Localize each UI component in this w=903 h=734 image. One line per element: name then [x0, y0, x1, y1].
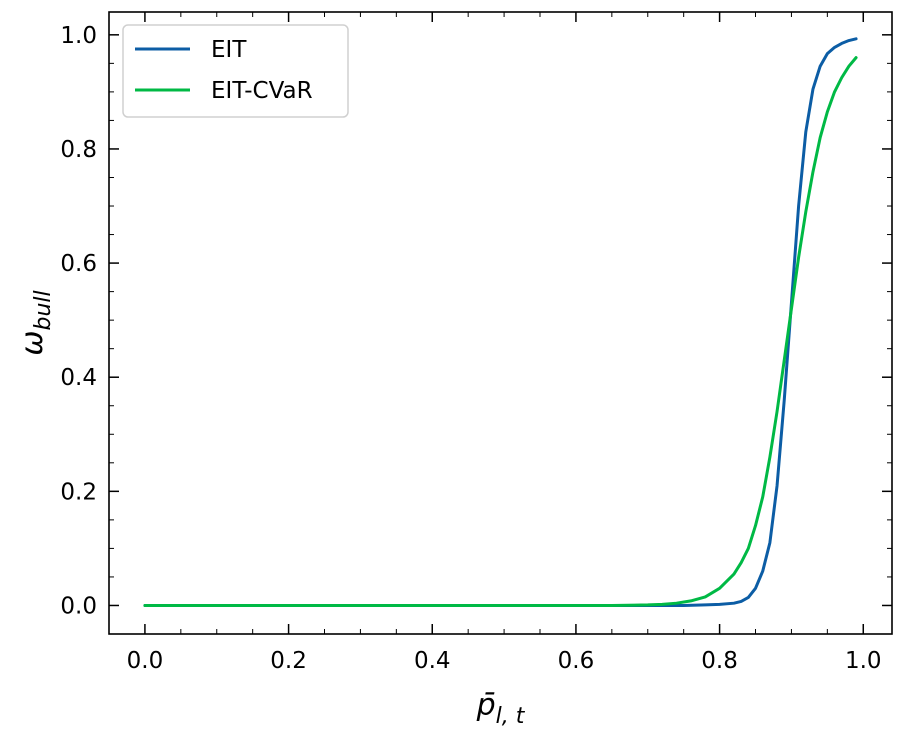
x-tick-label: 0.2 — [270, 648, 307, 674]
y-tick-label: 0.4 — [60, 365, 97, 391]
y-tick-label: 0.6 — [60, 251, 97, 277]
x-tick-label: 0.0 — [127, 648, 164, 674]
y-axis-label-main: ω — [15, 331, 50, 356]
x-axis-label: p̄l, t — [476, 688, 526, 729]
y-tick-label: 0.0 — [60, 593, 97, 619]
x-axis-label-subscript: l, t — [496, 704, 526, 729]
x-tick-label: 0.4 — [414, 648, 451, 674]
legend: EIT EIT-CVaR — [122, 24, 349, 118]
legend-label-eit-cvar: EIT-CVaR — [211, 78, 313, 104]
series-layer — [143, 37, 858, 607]
plot-frame — [108, 11, 893, 635]
x-tick-label: 1.0 — [845, 648, 882, 674]
x-tick-label: 0.6 — [558, 648, 595, 674]
y-tick-label: 0.8 — [60, 137, 97, 163]
tick-label-layer: 0.0 0.2 0.4 0.6 0.8 1.0 0.0 0.2 0.4 0.6 0.8 1.0 — [60, 23, 881, 674]
legend-label-eit: EIT — [211, 37, 247, 63]
x-axis-label-main: p̄ — [476, 688, 496, 723]
y-tick-label: 1.0 — [60, 23, 97, 49]
y-axis-label-subscript: bull — [31, 290, 56, 330]
x-tick-label: 0.8 — [701, 648, 738, 674]
y-axis-label: ωbull — [15, 290, 56, 355]
series-line-eit-cvar — [143, 56, 858, 607]
y-tick-label: 0.2 — [60, 479, 97, 505]
tick-layer — [108, 12, 892, 635]
